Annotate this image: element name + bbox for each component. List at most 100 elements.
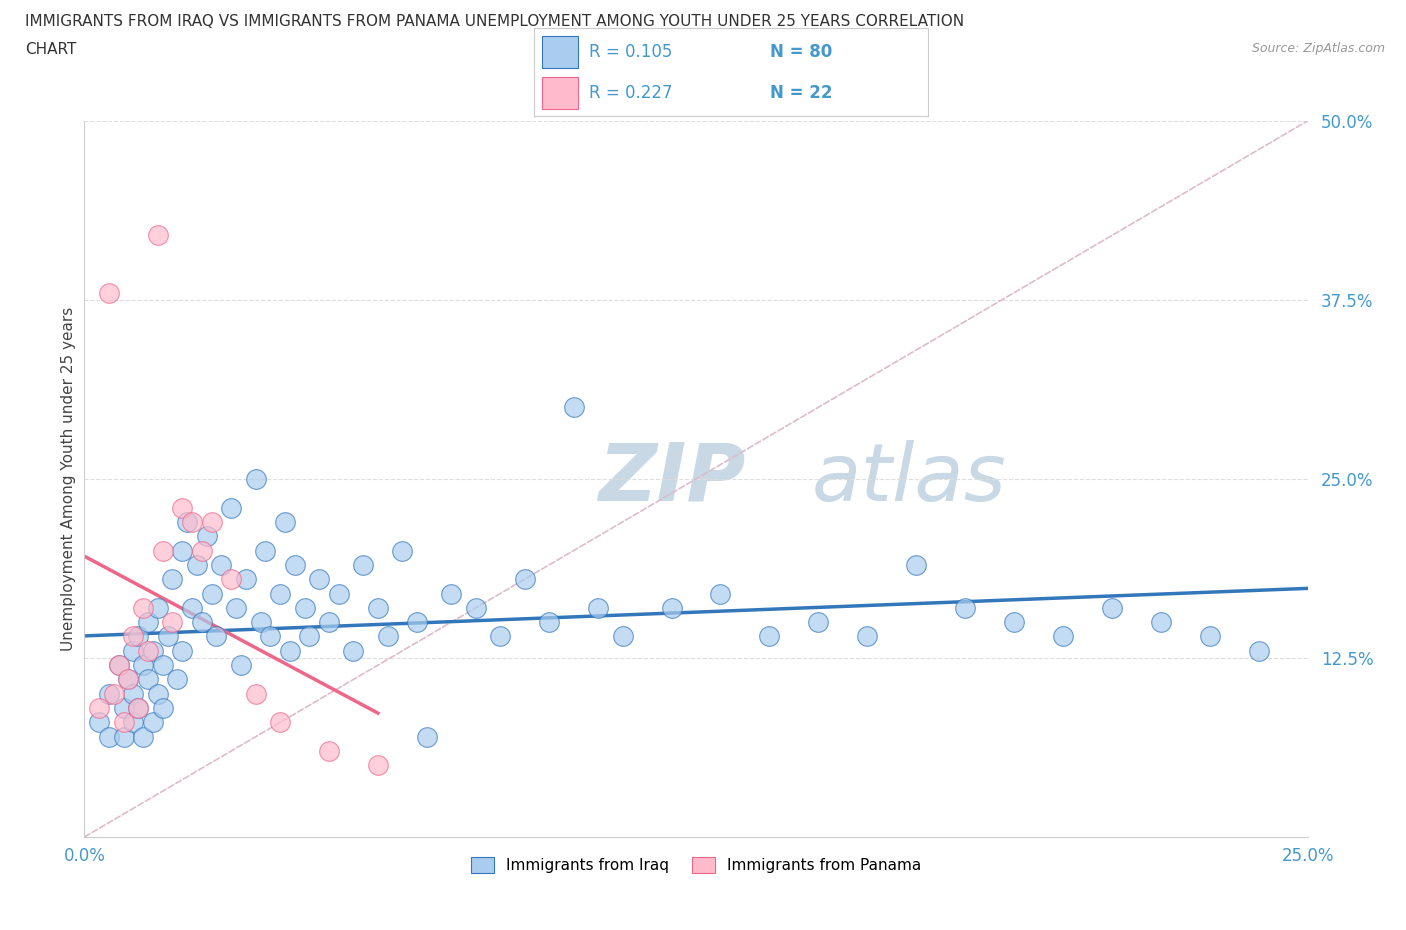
Point	[112, 729, 135, 744]
Point	[200, 514, 222, 529]
Point	[406, 615, 429, 630]
Point	[464, 601, 486, 616]
Point	[807, 615, 830, 630]
Point	[146, 228, 169, 243]
Point	[1101, 601, 1123, 616]
Point	[152, 658, 174, 672]
Point	[538, 615, 561, 630]
Point	[152, 543, 174, 558]
Point	[367, 758, 389, 773]
Point	[219, 500, 242, 515]
Text: N = 22: N = 22	[770, 85, 832, 102]
Point	[318, 615, 340, 630]
Point	[953, 601, 976, 616]
Point	[259, 629, 281, 644]
Text: Source: ZipAtlas.com: Source: ZipAtlas.com	[1251, 42, 1385, 55]
Point	[269, 715, 291, 730]
Point	[205, 629, 228, 644]
Point	[294, 601, 316, 616]
Point	[586, 601, 609, 616]
Point	[127, 700, 149, 715]
Point	[709, 586, 731, 601]
Point	[172, 543, 194, 558]
Point	[328, 586, 350, 601]
Point	[440, 586, 463, 601]
Point	[661, 601, 683, 616]
Point	[172, 500, 194, 515]
Point	[112, 715, 135, 730]
Point	[274, 514, 297, 529]
Text: CHART: CHART	[25, 42, 77, 57]
Point	[152, 700, 174, 715]
Point	[142, 715, 165, 730]
Point	[758, 629, 780, 644]
Point	[318, 744, 340, 759]
Point	[122, 629, 145, 644]
Point	[97, 286, 120, 300]
Point	[377, 629, 399, 644]
Text: atlas: atlas	[813, 440, 1007, 518]
Point	[856, 629, 879, 644]
Point	[352, 557, 374, 572]
Point	[117, 672, 139, 687]
Point	[122, 644, 145, 658]
Point	[235, 572, 257, 587]
Point	[156, 629, 179, 644]
Point	[176, 514, 198, 529]
Text: IMMIGRANTS FROM IRAQ VS IMMIGRANTS FROM PANAMA UNEMPLOYMENT AMONG YOUTH UNDER 25: IMMIGRANTS FROM IRAQ VS IMMIGRANTS FROM …	[25, 14, 965, 29]
Point	[342, 644, 364, 658]
Point	[146, 601, 169, 616]
Point	[225, 601, 247, 616]
Point	[200, 586, 222, 601]
Point	[186, 557, 208, 572]
Legend: Immigrants from Iraq, Immigrants from Panama: Immigrants from Iraq, Immigrants from Pa…	[464, 851, 928, 880]
Point	[278, 644, 301, 658]
Text: N = 80: N = 80	[770, 43, 832, 60]
Point	[181, 514, 204, 529]
Point	[1198, 629, 1220, 644]
Point	[209, 557, 232, 572]
Point	[391, 543, 413, 558]
Point	[162, 615, 184, 630]
Point	[416, 729, 439, 744]
Point	[87, 700, 110, 715]
Point	[245, 472, 267, 486]
Point	[132, 601, 155, 616]
Point	[254, 543, 277, 558]
Point	[489, 629, 512, 644]
Point	[1150, 615, 1173, 630]
Point	[97, 686, 120, 701]
Text: R = 0.105: R = 0.105	[589, 43, 672, 60]
Point	[136, 615, 159, 630]
Point	[298, 629, 321, 644]
Point	[229, 658, 252, 672]
Point	[103, 686, 125, 701]
Point	[905, 557, 928, 572]
FancyBboxPatch shape	[543, 36, 578, 68]
Point	[562, 400, 585, 415]
Point	[1247, 644, 1270, 658]
Text: ZIP: ZIP	[598, 440, 745, 518]
Point	[136, 672, 159, 687]
Point	[122, 686, 145, 701]
Point	[117, 672, 139, 687]
Point	[308, 572, 330, 587]
Point	[181, 601, 204, 616]
Point	[191, 543, 214, 558]
Point	[249, 615, 271, 630]
Point	[1052, 629, 1074, 644]
Point	[142, 644, 165, 658]
Point	[127, 629, 149, 644]
Point	[146, 686, 169, 701]
Point	[195, 529, 218, 544]
Point	[87, 715, 110, 730]
Point	[269, 586, 291, 601]
Point	[127, 700, 149, 715]
Text: R = 0.227: R = 0.227	[589, 85, 673, 102]
Point	[284, 557, 307, 572]
Point	[132, 658, 155, 672]
Point	[513, 572, 536, 587]
Point	[112, 700, 135, 715]
Point	[136, 644, 159, 658]
Point	[172, 644, 194, 658]
